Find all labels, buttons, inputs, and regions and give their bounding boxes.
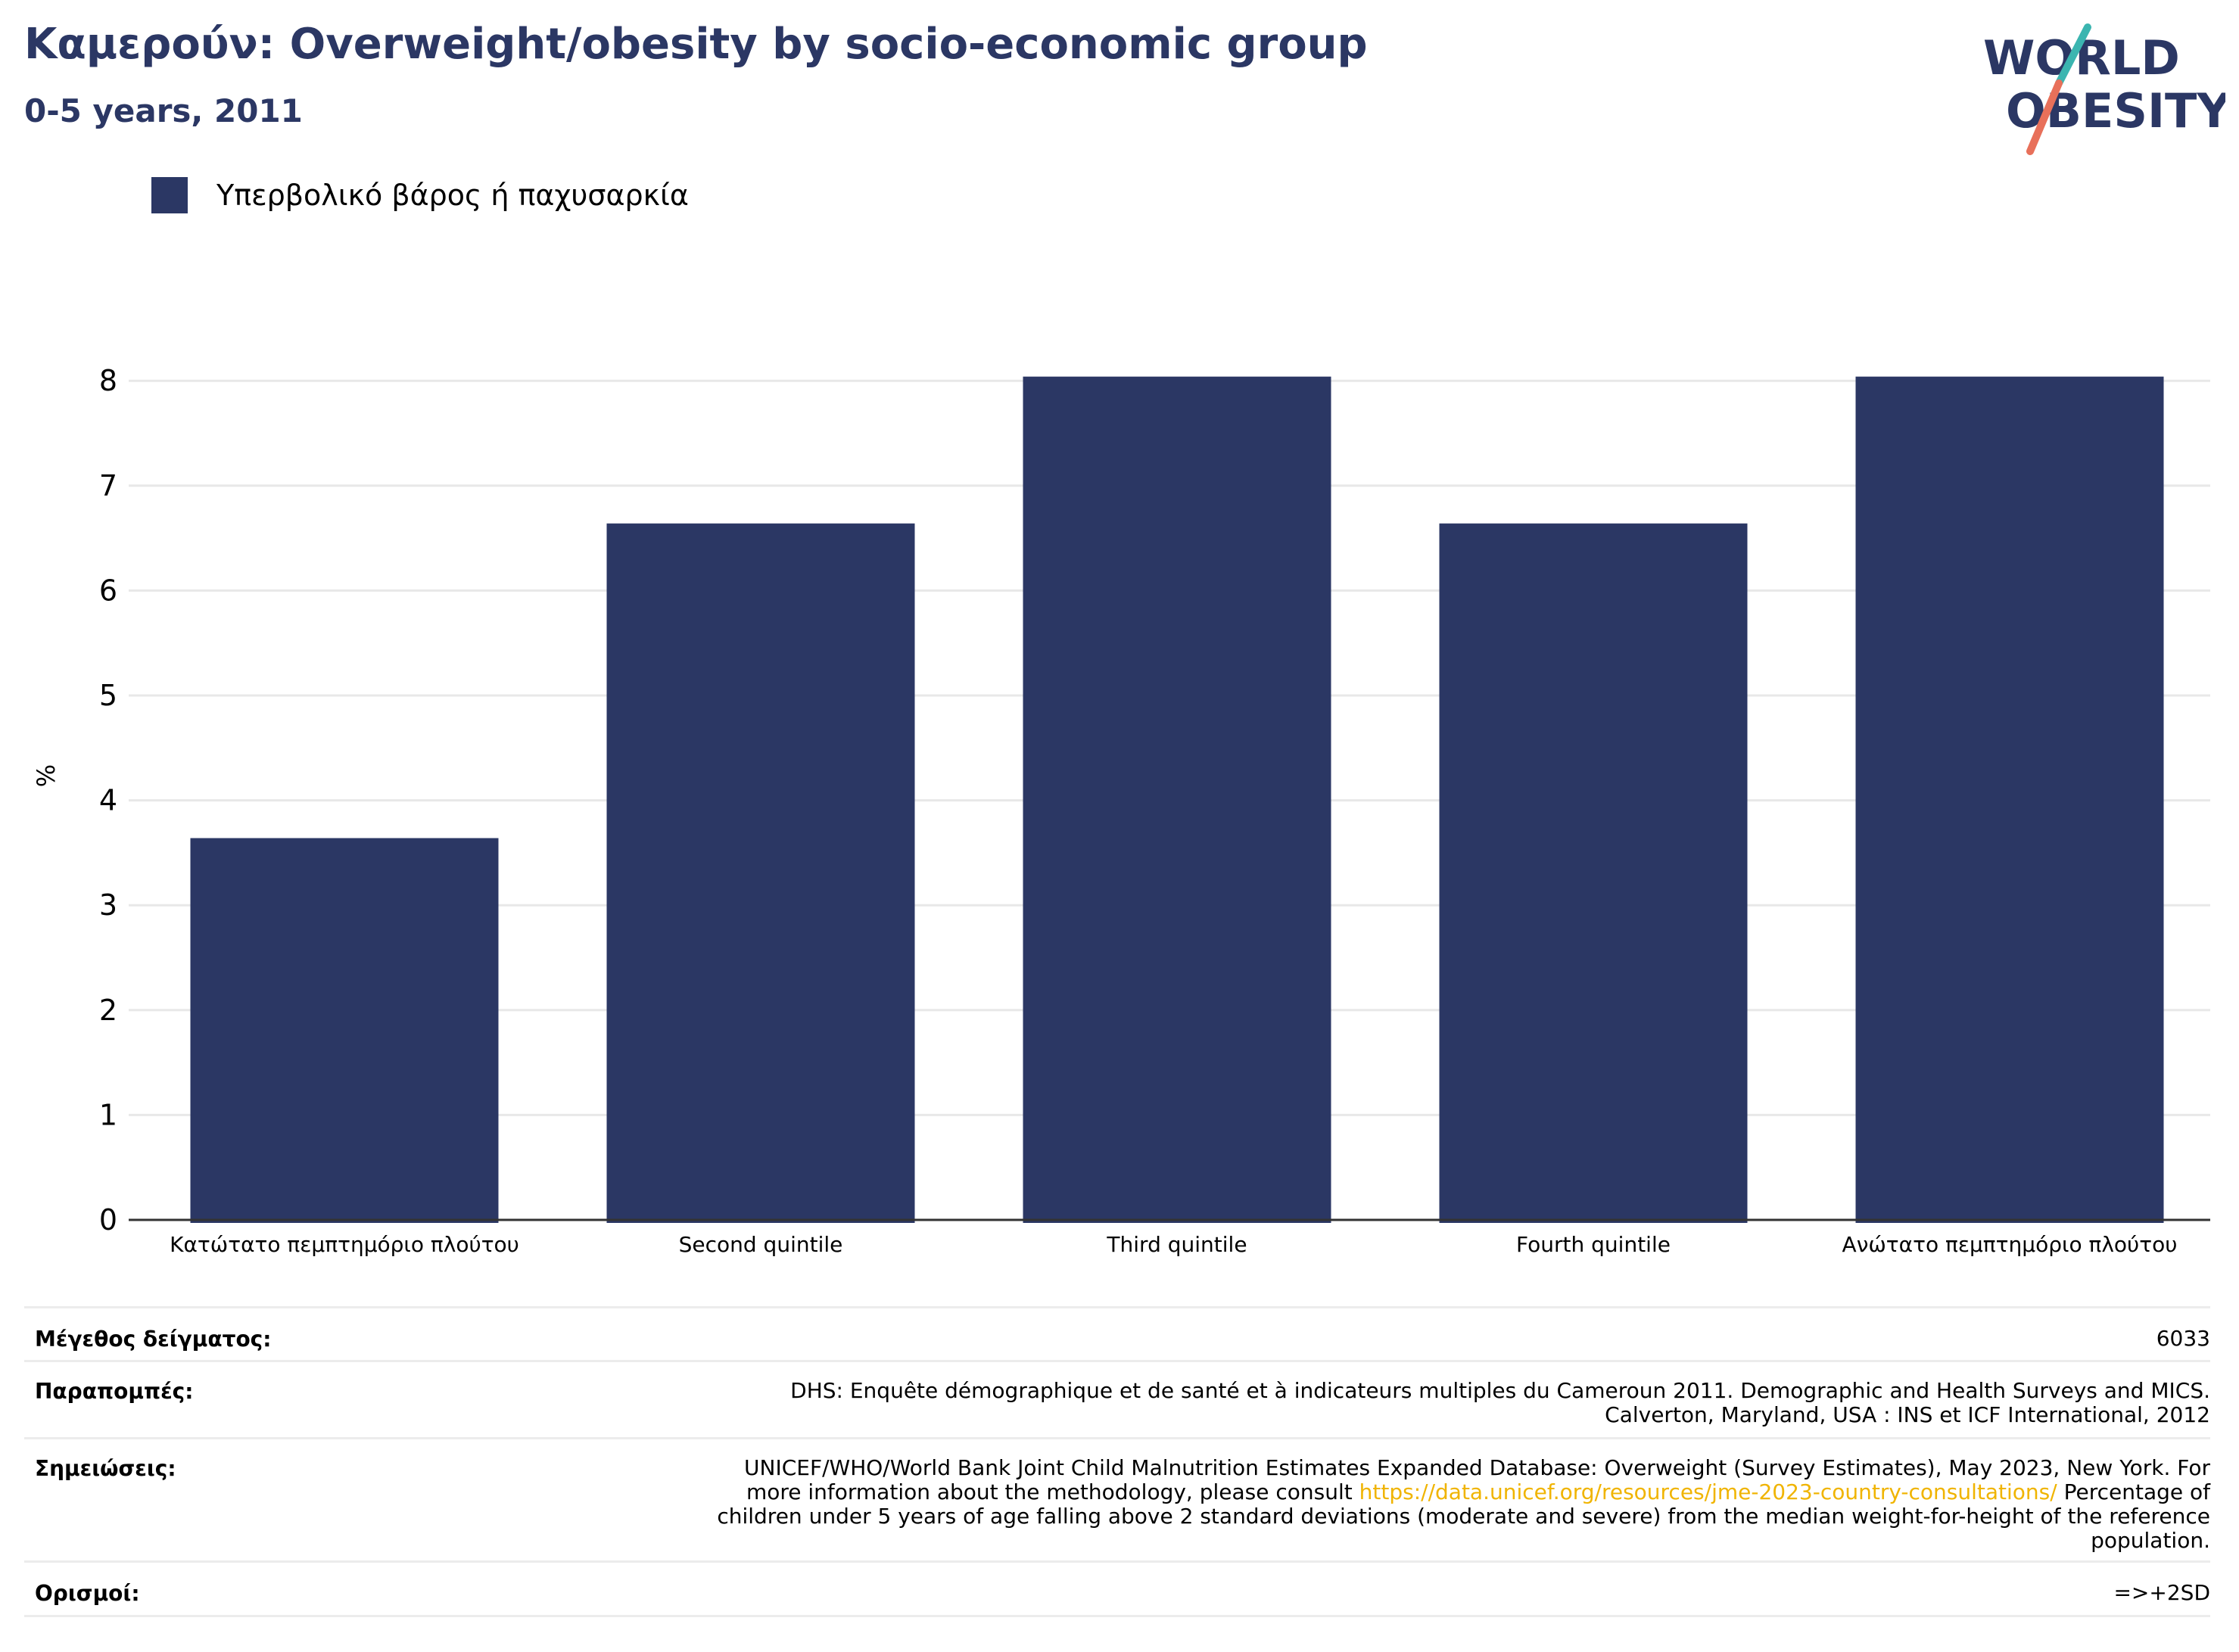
references-label: Παραπομπές: <box>35 1379 194 1404</box>
y-tick-label: 8 <box>99 364 117 397</box>
chart-title: Καμερούν: Overweight/obesity by socio-ec… <box>24 20 1368 69</box>
notes-line-2: more information about the methodology, … <box>746 1479 2210 1504</box>
x-tick-label: Κατώτατο πεμπτημόριο πλούτου <box>170 1232 519 1257</box>
chart-subtitle: 0-5 years, 2011 <box>24 92 303 129</box>
definitions-label: Ορισμοί: <box>35 1581 140 1606</box>
notes-line-1: UNICEF/WHO/World Bank Joint Child Malnut… <box>744 1455 2210 1480</box>
sample-size-value: 6033 <box>2156 1326 2210 1351</box>
y-tick-label: 5 <box>99 679 117 712</box>
x-tick-label: Third quintile <box>1106 1232 1247 1257</box>
y-tick-label: 6 <box>99 574 117 607</box>
references-line-1: DHS: Enquête démographique et de santé e… <box>790 1378 2210 1403</box>
references-value: DHS: Enquête démographique et de santé e… <box>790 1379 2210 1427</box>
notes-line-4: population. <box>2091 1528 2210 1553</box>
notes-row: Σημειώσεις: UNICEF/WHO/World Bank Joint … <box>24 1437 2210 1562</box>
table-bottom-rule <box>24 1615 2210 1617</box>
notes-value: UNICEF/WHO/World Bank Joint Child Malnut… <box>717 1456 2210 1553</box>
x-tick-label: Second quintile <box>679 1232 843 1257</box>
chart-legend: Υπερβολικό βάρος ή παχυσαρκία <box>151 173 689 218</box>
methodology-link[interactable]: https://data.unicef.org/resources/jme-20… <box>1359 1479 2057 1504</box>
bar <box>1439 523 1748 1223</box>
legend-label: Υπερβολικό βάρος ή παχυσαρκία <box>216 179 689 212</box>
bar <box>1023 376 1331 1223</box>
definitions-row: Ορισμοί: =>+2SD <box>24 1560 2210 1617</box>
y-tick-label: 4 <box>99 784 117 817</box>
bar <box>606 523 915 1223</box>
y-tick-label: 2 <box>99 994 117 1027</box>
notes-line-3: children under 5 years of age falling ab… <box>717 1504 2210 1529</box>
bar <box>190 838 499 1223</box>
x-tick-label: Fourth quintile <box>1516 1232 1671 1257</box>
legend-swatch <box>151 177 188 213</box>
y-axis-label: % <box>32 764 61 787</box>
sample-size-row: Μέγεθος δείγματος: 6033 <box>24 1306 2210 1361</box>
bar <box>1855 376 2164 1223</box>
y-tick-label: 3 <box>99 888 117 922</box>
y-tick-label: 0 <box>99 1203 117 1237</box>
definitions-value: =>+2SD <box>2113 1580 2210 1605</box>
y-tick-label: 7 <box>99 469 117 502</box>
bar-chart: 0 1 2 3 4 5 6 7 8% Κατώτατο πεμπτημόριο πλούτου Se… <box>32 364 2210 1257</box>
references-line-2: Calverton, Maryland, USA : INS et ICF In… <box>1605 1402 2210 1427</box>
sample-size-label: Μέγεθος δείγματος: <box>35 1327 272 1352</box>
notes-label: Σημειώσεις: <box>35 1456 176 1481</box>
y-tick-label: 1 <box>99 1098 117 1131</box>
world-obesity-logo: WORLD OBESITY <box>1983 23 2225 155</box>
references-row: Παραπομπές: DHS: Enquête démographique e… <box>24 1360 2210 1438</box>
x-tick-label: Ανώτατο πεμπτημόριο πλούτου <box>1842 1232 2178 1257</box>
